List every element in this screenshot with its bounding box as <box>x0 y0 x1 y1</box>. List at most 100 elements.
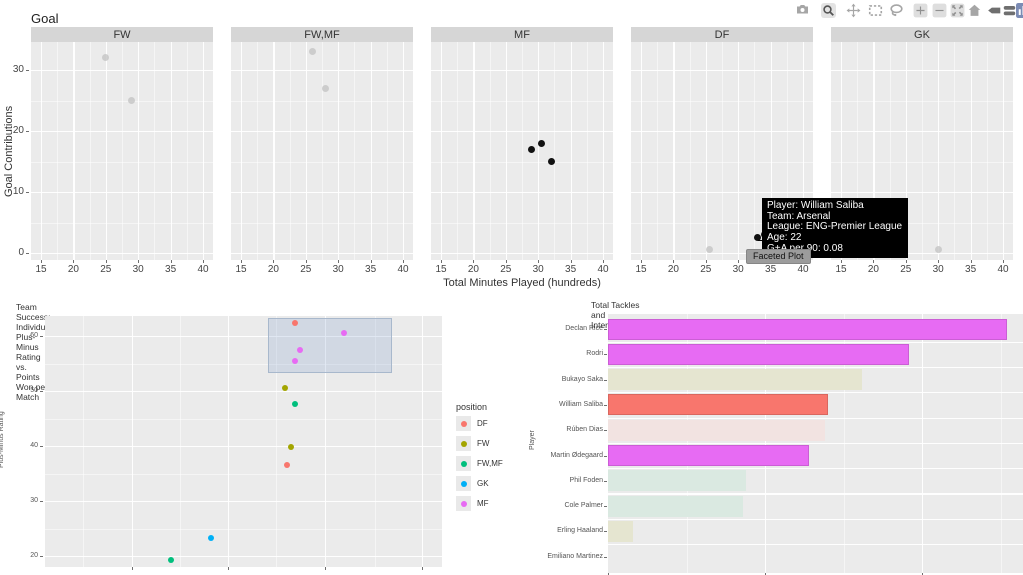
data-point[interactable] <box>128 97 136 104</box>
legend-key-FW,MF[interactable] <box>456 456 471 471</box>
pan-icon[interactable] <box>846 3 861 18</box>
gridline-vertical <box>257 42 258 260</box>
gridline-vertical <box>570 42 572 260</box>
x-tick-mark <box>603 260 604 263</box>
bar-r-ben-dias[interactable] <box>608 419 825 441</box>
bar-erling-haaland[interactable] <box>608 520 634 542</box>
camera-icon[interactable] <box>795 3 810 18</box>
scatter-point-MF[interactable] <box>296 346 303 353</box>
bar-plot-area[interactable] <box>608 314 1023 573</box>
gridline-vertical <box>786 42 788 260</box>
x-tick-mark <box>273 260 275 263</box>
gridline-vertical <box>370 42 372 260</box>
y-tick-label: 30 <box>12 64 24 75</box>
bar-bukayo-saka[interactable] <box>608 369 863 391</box>
gridline-horizontal <box>631 161 813 163</box>
y-tick-label: 40 <box>30 442 38 449</box>
gridline-horizontal <box>45 501 442 503</box>
x-tick-mark <box>970 260 972 263</box>
tooltip-line: Age: 22 <box>767 232 802 244</box>
lasso-icon[interactable] <box>889 3 904 18</box>
gridline-horizontal <box>608 518 1023 520</box>
y-tick-label: 30 <box>30 497 38 504</box>
gridline-horizontal <box>608 392 1023 394</box>
data-point-selected[interactable] <box>754 234 762 242</box>
x-tick-label: 30 <box>932 264 944 275</box>
scatter-point-DF[interactable] <box>292 319 299 326</box>
zoom-icon[interactable] <box>821 3 836 18</box>
scatter-plot-area[interactable] <box>45 316 442 567</box>
facet-plot-area-FW[interactable] <box>31 42 213 260</box>
data-point[interactable] <box>321 84 329 92</box>
hover-compare-icon[interactable] <box>1002 3 1017 18</box>
legend-key-MF[interactable] <box>456 496 471 511</box>
x-tick-label: 35 <box>165 264 177 275</box>
bar-cole-palmer[interactable] <box>608 495 744 517</box>
legend-key-DF[interactable] <box>456 416 471 431</box>
data-point[interactable] <box>308 48 316 56</box>
scatter-point-FW,MF[interactable] <box>292 401 299 408</box>
gridline-vertical <box>738 42 740 260</box>
zoom-in-icon[interactable] <box>913 3 928 18</box>
scatter-point-DF[interactable] <box>284 462 291 469</box>
x-tick-label: 35 <box>365 264 377 275</box>
data-point[interactable] <box>102 54 110 62</box>
hover-closest-icon[interactable] <box>987 3 1002 18</box>
gridline-vertical <box>228 316 230 567</box>
gridline-vertical <box>922 42 923 260</box>
x-tick-label: 30 <box>132 264 144 275</box>
zoom-out-icon[interactable] <box>932 3 947 18</box>
bar-rodri[interactable] <box>608 343 910 365</box>
scatter-point-GK[interactable] <box>207 534 214 541</box>
bar-label-player: Bukayo Saka <box>561 375 603 383</box>
gridline-horizontal <box>431 161 613 163</box>
data-point-selected[interactable] <box>547 158 555 165</box>
x-tick-label: 15 <box>35 264 47 275</box>
scatter-point-FW[interactable] <box>282 385 289 392</box>
scatter-point-FW,MF[interactable] <box>167 556 174 563</box>
x-tick-mark <box>673 260 675 263</box>
reset-axes-icon[interactable] <box>967 3 982 18</box>
bar-martin-degaard[interactable] <box>608 445 809 466</box>
facet-plot-area-MF[interactable] <box>431 42 613 260</box>
autoscale-icon[interactable] <box>950 3 965 18</box>
legend-key-GK[interactable] <box>456 476 471 491</box>
gridline-horizontal <box>631 253 813 255</box>
gridline-vertical <box>374 316 376 567</box>
gridline-vertical <box>1003 42 1005 260</box>
bar-phil-foden[interactable] <box>608 470 747 492</box>
data-point[interactable] <box>705 246 713 254</box>
gridline-vertical <box>754 42 756 260</box>
gridline-horizontal <box>631 192 813 194</box>
bar-label-player: Erling Haaland <box>557 527 603 535</box>
gridline-vertical <box>170 42 172 260</box>
x-tick-label: 35 <box>965 264 977 275</box>
legend-label-FW: FW <box>477 439 490 448</box>
gridline-vertical <box>505 42 508 260</box>
x-tick-mark <box>422 567 424 570</box>
data-point-selected[interactable] <box>537 139 545 147</box>
legend-label-DF: DF <box>477 419 488 428</box>
legend-key-FW[interactable] <box>456 436 471 451</box>
data-point-selected[interactable] <box>528 145 536 153</box>
box-select-icon[interactable] <box>868 3 883 18</box>
gridline-vertical <box>641 42 643 260</box>
scatter-point-MF[interactable] <box>292 358 299 365</box>
gridline-horizontal <box>631 222 813 224</box>
gridline-vertical <box>857 42 858 260</box>
data-point[interactable] <box>934 246 942 254</box>
x-tick-label: 35 <box>565 264 577 275</box>
gridline-vertical <box>122 42 123 260</box>
scatter-point-MF[interactable] <box>340 330 347 337</box>
bar-declan-rice[interactable] <box>608 318 1007 340</box>
gridline-horizontal <box>831 161 1013 163</box>
y-tick-mark <box>604 354 607 356</box>
x-tick-label: 40 <box>597 264 609 275</box>
facet-plot-area-FW,MF[interactable] <box>231 42 413 260</box>
plotly-logo-icon <box>1016 3 1023 18</box>
scatter-point-FW[interactable] <box>288 444 295 451</box>
y-tick-mark <box>604 404 607 406</box>
gridline-vertical <box>131 316 134 567</box>
gridline-horizontal <box>231 222 413 224</box>
bar-william-saliba[interactable] <box>608 394 828 416</box>
